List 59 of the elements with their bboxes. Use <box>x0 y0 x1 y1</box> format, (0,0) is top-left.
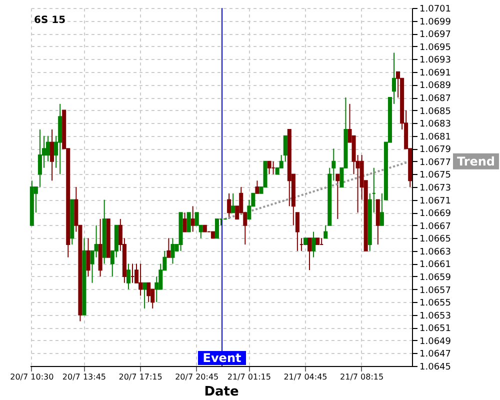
y-tick-label: 1.0671 <box>420 196 451 206</box>
candlestick <box>126 263 130 290</box>
x-tick-label: 20/7 17:15 <box>118 372 162 382</box>
y-tick-label: 1.0679 <box>420 145 452 156</box>
candlestick <box>231 192 236 214</box>
candlestick <box>336 174 340 220</box>
y-tick-label: 1.0695 <box>420 42 451 53</box>
x-tick-label: 20/7 20:45 <box>175 372 219 382</box>
candlestick <box>166 238 171 258</box>
y-tick-label: 1.0649 <box>420 336 452 347</box>
candlestick <box>142 282 147 309</box>
y-tick-label: 1.0661 <box>420 260 451 270</box>
x-axis-title: Date <box>204 384 239 400</box>
candlestick <box>312 231 316 258</box>
y-tick-label: 1.0657 <box>420 286 451 296</box>
annotation: Event <box>202 351 242 365</box>
x-tick-label: 20/7 13:45 <box>62 372 106 382</box>
candlestick <box>214 218 219 239</box>
candlestick <box>186 212 191 232</box>
candlestick <box>170 238 175 264</box>
x-tick-label: 21/7 08:15 <box>340 372 384 382</box>
y-tick-label: 1.0645 <box>420 362 451 372</box>
y-tick-label: 1.0663 <box>420 247 451 258</box>
y-tick-label: 1.0647 <box>420 350 451 360</box>
y-tick-label: 1.0659 <box>420 273 452 283</box>
y-tick-label: 1.0669 <box>420 209 452 220</box>
y-tick-label: 1.0681 <box>420 132 451 142</box>
y-tick-label: 1.0693 <box>420 56 451 66</box>
y-tick-label: 1.0689 <box>420 81 452 92</box>
candlestick <box>227 192 232 220</box>
y-tick-label: 1.0653 <box>420 311 451 322</box>
candlestick <box>255 180 260 194</box>
y-tick-label: 1.0691 <box>420 68 451 78</box>
candlestick <box>50 128 54 182</box>
candlestick <box>190 206 195 232</box>
y-tick-label: 1.0673 <box>420 184 451 194</box>
x-tick-label: 21/7 04:45 <box>284 372 328 382</box>
candlestick <box>267 160 272 175</box>
y-tick-label: 1.0697 <box>420 30 451 40</box>
y-tick-label: 1.0683 <box>420 120 451 130</box>
x-tick-label: 20/7 10:30 <box>10 372 54 382</box>
y-tick-label: 1.0699 <box>420 17 452 28</box>
y-tick-label: 1.0687 <box>420 94 451 104</box>
candlestick <box>86 238 90 277</box>
y-tick-label: 1.0667 <box>420 222 451 232</box>
candlestick <box>182 212 187 232</box>
y-tick-label: 1.0675 <box>420 170 451 181</box>
candlestick <box>146 282 151 303</box>
y-tick-label: 1.0651 <box>420 324 451 334</box>
y-tick-label: 1.0685 <box>420 106 451 117</box>
y-tick-label: 1.0701 <box>420 4 451 14</box>
y-tick-label: 1.0665 <box>420 234 451 245</box>
y-tick-label: 1.0655 <box>420 298 451 309</box>
text: 6S 15 <box>34 15 66 26</box>
x-tick-label: 21/7 01:15 <box>227 372 271 382</box>
y-tick-label: 1.0677 <box>420 158 451 168</box>
text: Trend <box>456 154 496 168</box>
candlestick <box>138 263 143 296</box>
candlestick <box>308 238 312 271</box>
